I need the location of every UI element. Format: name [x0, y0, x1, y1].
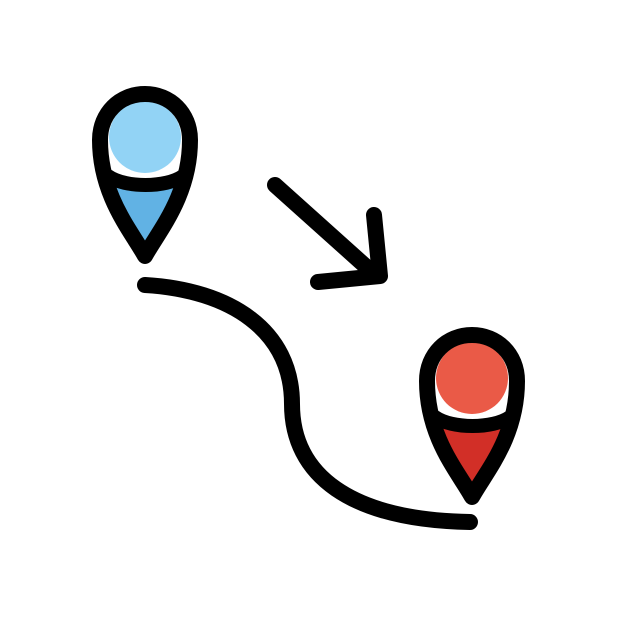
route-path	[137, 277, 478, 530]
end-pin-outline	[419, 327, 525, 505]
arrow-down-right-icon	[267, 177, 388, 290]
start-pin-divider	[101, 169, 190, 192]
end-pin-icon	[419, 327, 525, 505]
end-pin-divider	[428, 410, 517, 433]
start-pin-icon	[92, 86, 198, 264]
start-pin-tip	[103, 178, 188, 258]
start-pin-head	[109, 101, 181, 173]
start-pin-outline	[92, 86, 198, 264]
end-pin-head	[436, 342, 508, 414]
end-pin-tip	[431, 420, 513, 500]
